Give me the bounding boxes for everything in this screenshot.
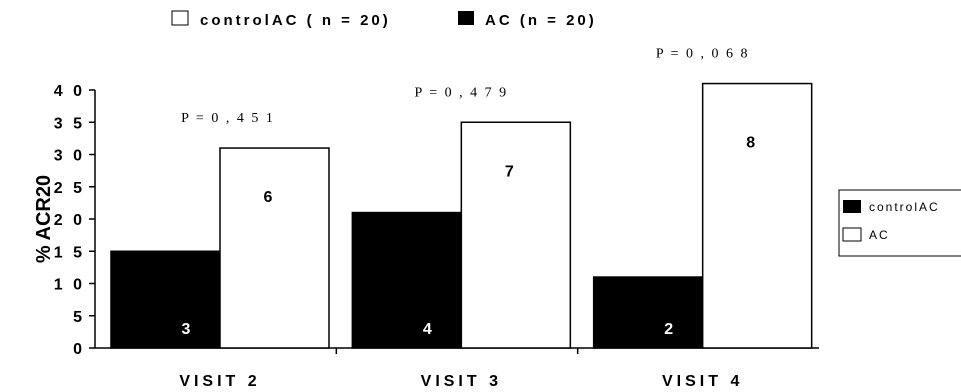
p-values: P = 0 , 4 5 1 P = 0 , 4 7 9 P = 0 , 0 6 8	[181, 47, 750, 127]
x-tick-label: VISIT 4	[662, 373, 743, 390]
data-label: 8	[746, 135, 755, 152]
x-tick-label: VISIT 2	[179, 373, 260, 390]
y-tick-label: 4 0	[54, 83, 85, 100]
x-tick-label: VISIT 3	[421, 373, 502, 390]
y-tick-label: 2 5	[54, 180, 85, 197]
y-tick-label: 5	[73, 309, 85, 326]
y-tick-label: 3 0	[54, 148, 85, 165]
p-value-label: P = 0 , 0 6 8	[656, 47, 750, 62]
y-tick-label: 0	[73, 341, 85, 358]
bar-ac-visit-2	[219, 147, 330, 349]
y-axis-label: % ACR20	[33, 175, 55, 263]
x-tick-labels: VISIT 2 VISIT 3 VISIT 4	[179, 348, 743, 390]
legend-label-ac: AC	[869, 228, 890, 242]
top-legend-label-ac: AC (n = 20)	[485, 12, 597, 29]
top-legend: controlAC ( n = 20) AC (n = 20)	[171, 10, 597, 29]
data-label: 4	[423, 321, 432, 338]
legend: controlAC AC	[838, 189, 961, 257]
top-legend-label-controlac: controlAC ( n = 20)	[200, 12, 391, 29]
top-legend-swatch-ac	[458, 11, 474, 25]
y-tick-label: 1 5	[54, 244, 85, 261]
bar-ac-visit-4	[701, 82, 813, 349]
p-value-label: P = 0 , 4 7 9	[414, 85, 508, 100]
legend-swatch-ac	[842, 227, 862, 242]
data-label: 6	[264, 189, 273, 206]
data-label: 2	[664, 321, 673, 338]
data-label: 3	[182, 321, 191, 338]
bar-controlac-visit-2	[110, 250, 221, 349]
bar-controlac-visit-3	[351, 211, 463, 349]
y-ticks: 0 5 1 0 1 5 2 0 2 5 3 0 3 5 4 0	[54, 83, 95, 358]
bars	[110, 82, 813, 349]
data-label: 7	[505, 163, 514, 180]
bar-ac-visit-3	[460, 121, 572, 349]
p-value-label: P = 0 , 4 5 1	[181, 111, 275, 126]
y-tick-label: 3 5	[54, 115, 85, 132]
legend-label-controlac: controlAC	[869, 200, 940, 214]
data-labels: 3 6 4 7 2 8	[182, 135, 756, 338]
legend-swatch-controlac	[843, 200, 861, 213]
top-legend-swatch-controlac	[171, 10, 189, 26]
y-tick-label: 2 0	[54, 212, 85, 229]
bar-controlac-visit-4	[592, 276, 704, 349]
y-tick-label: 1 0	[54, 277, 85, 294]
